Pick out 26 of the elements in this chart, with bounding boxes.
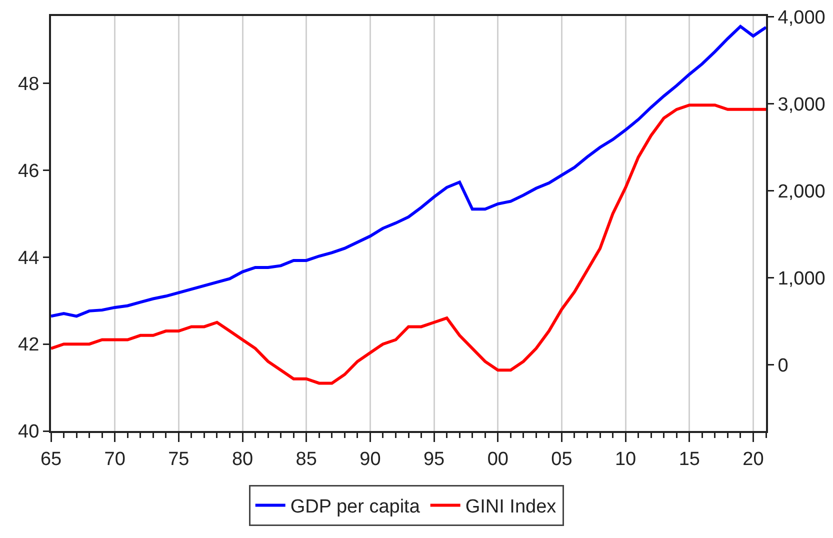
legend-label: GDP per capita: [290, 496, 420, 518]
x-tick-label: 75: [168, 448, 190, 470]
x-tick-label: 20: [742, 448, 764, 470]
x-tick-label: 80: [232, 448, 254, 470]
line-series: [51, 24, 766, 318]
line-series: [51, 104, 766, 385]
y2-tick-label: 0: [778, 356, 788, 377]
y-tick-label: 42: [18, 334, 40, 356]
y-tick-label: 46: [18, 160, 40, 182]
x-tick-label: 10: [614, 448, 636, 470]
y2-tick-label: 4,000: [778, 8, 826, 29]
legend-label: GINI Index: [465, 496, 557, 518]
x-tick-label: 85: [296, 448, 317, 470]
y2-tick-label: 2,000: [778, 182, 826, 203]
x-tick-label: 00: [487, 448, 508, 470]
y-tick-label: 48: [18, 74, 40, 96]
x-tick-label: 15: [678, 448, 700, 470]
x-tick-label: 05: [551, 448, 572, 470]
x-tick-label: 70: [104, 448, 126, 470]
x-tick-label: 65: [40, 448, 62, 470]
y2-tick-label: 3,000: [778, 94, 826, 116]
y-tick-label: 40: [18, 422, 40, 443]
x-tick-label: 90: [360, 448, 381, 470]
x-tick-label: 95: [423, 448, 445, 470]
y2-tick-label: 1,000: [778, 268, 826, 290]
y-tick-label: 44: [18, 248, 40, 269]
